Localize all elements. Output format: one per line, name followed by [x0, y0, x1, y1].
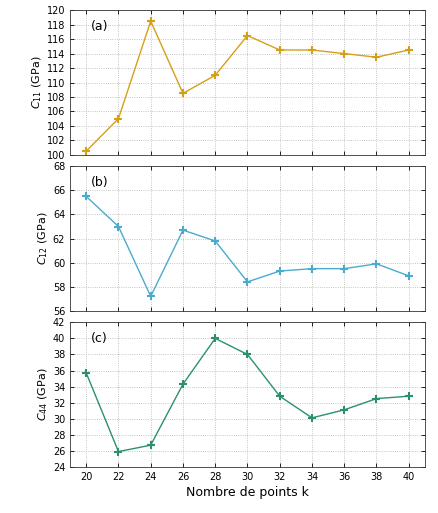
Text: (c): (c) — [92, 332, 108, 345]
Y-axis label: $C_{11}$ (GPa): $C_{11}$ (GPa) — [30, 56, 44, 109]
X-axis label: Nombre de points k: Nombre de points k — [186, 486, 309, 499]
Y-axis label: $C_{44}$ (GPa): $C_{44}$ (GPa) — [36, 368, 50, 421]
Y-axis label: $C_{12}$ (GPa): $C_{12}$ (GPa) — [36, 212, 50, 265]
Text: (a): (a) — [92, 21, 109, 33]
Text: (b): (b) — [92, 176, 109, 189]
